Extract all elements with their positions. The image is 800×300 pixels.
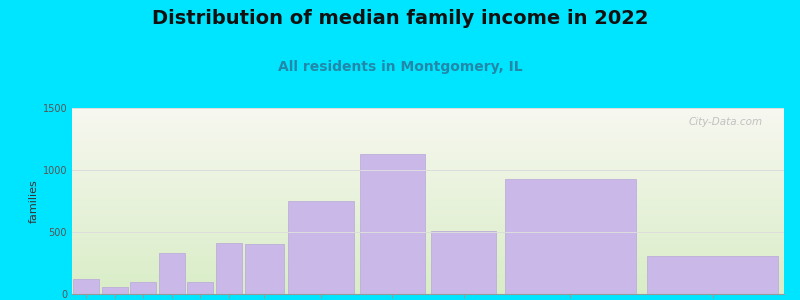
Bar (130, 282, 156, 294)
Bar (187, 282, 214, 294)
Bar (245, 244, 284, 294)
Bar (360, 154, 425, 294)
Bar (73, 279, 99, 294)
Bar (102, 287, 128, 294)
Bar (505, 179, 636, 294)
Bar (158, 253, 185, 294)
Text: Distribution of median family income in 2022: Distribution of median family income in … (152, 9, 648, 28)
Bar (431, 231, 496, 294)
Text: All residents in Montgomery, IL: All residents in Montgomery, IL (278, 60, 522, 74)
Text: City-Data.com: City-Data.com (689, 117, 762, 127)
Y-axis label: families: families (28, 179, 38, 223)
Bar (289, 201, 354, 294)
Bar (647, 256, 778, 294)
Bar (215, 242, 242, 294)
